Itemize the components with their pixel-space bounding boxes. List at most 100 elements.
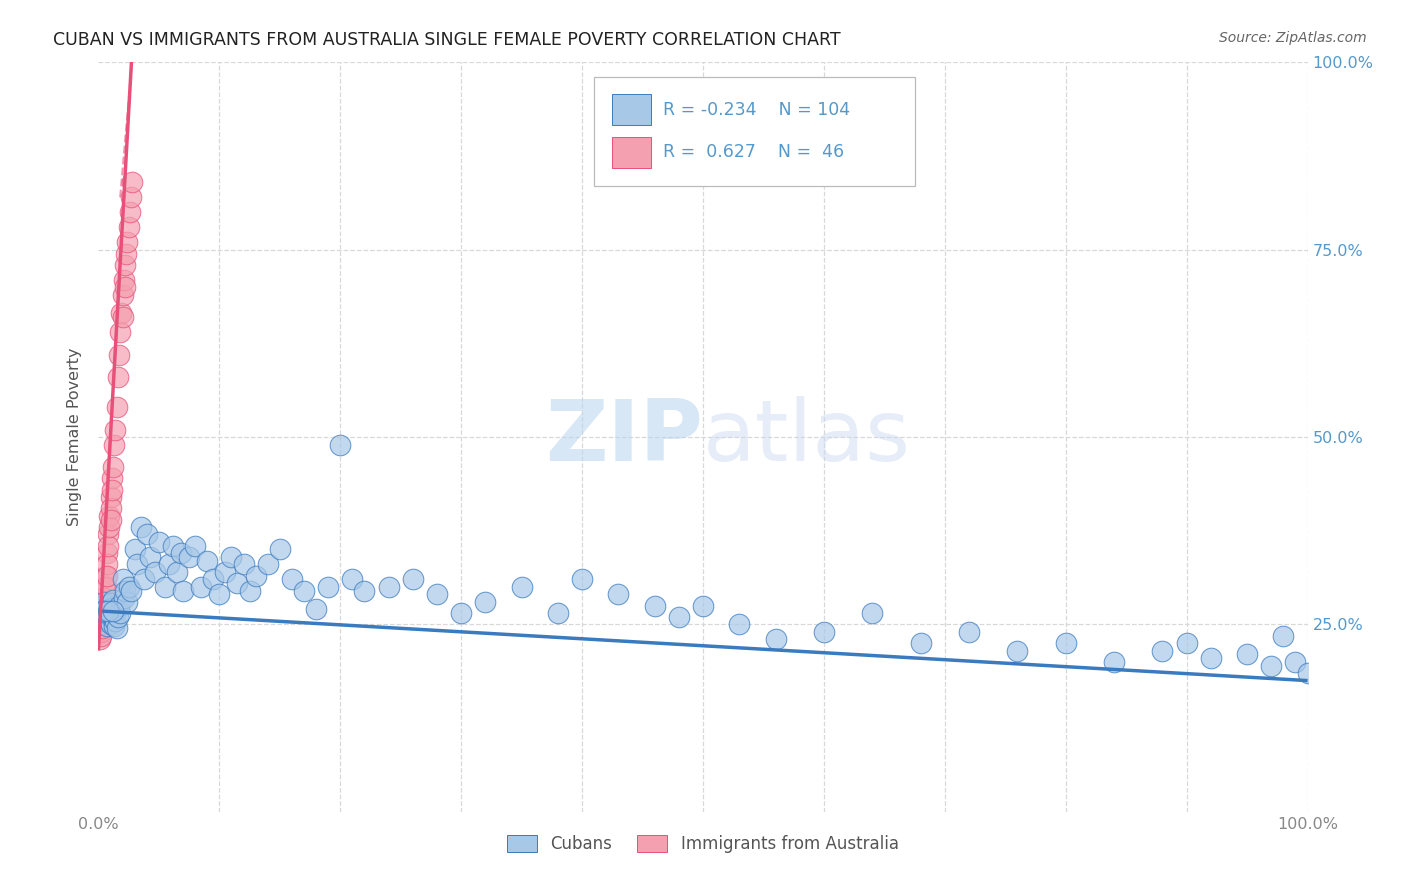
Point <box>100 606 122 620</box>
Point <box>426 587 449 601</box>
Point <box>143 565 166 579</box>
Point <box>118 220 141 235</box>
Point <box>510 580 533 594</box>
Point <box>93 614 115 628</box>
Point <box>1152 643 1174 657</box>
Point <box>153 580 176 594</box>
Point <box>103 437 125 451</box>
Point <box>93 595 115 609</box>
Point <box>108 599 131 613</box>
Point <box>91 606 114 620</box>
Point <box>214 565 236 579</box>
Point <box>377 580 399 594</box>
Point <box>90 602 112 616</box>
Point <box>97 527 120 541</box>
Point <box>1199 651 1222 665</box>
Point <box>910 636 932 650</box>
Point <box>162 539 184 553</box>
Point <box>316 580 339 594</box>
Text: Source: ZipAtlas.com: Source: ZipAtlas.com <box>1219 31 1367 45</box>
Point <box>98 614 121 628</box>
Point <box>110 306 132 320</box>
Point <box>166 565 188 579</box>
Point <box>104 423 127 437</box>
Point <box>97 539 120 553</box>
Text: ZIP: ZIP <box>546 395 703 479</box>
Point <box>118 580 141 594</box>
Point <box>172 583 194 598</box>
Point <box>98 602 121 616</box>
Point <box>93 591 115 606</box>
Point <box>765 632 787 647</box>
Point <box>90 614 112 628</box>
Point <box>112 591 135 606</box>
Point <box>100 483 122 497</box>
Point <box>97 599 120 613</box>
Point <box>100 596 122 610</box>
Point <box>813 624 835 639</box>
Point <box>100 611 122 625</box>
Point <box>139 549 162 564</box>
Point <box>169 546 191 560</box>
Point <box>1054 636 1077 650</box>
Point <box>101 460 124 475</box>
Point <box>91 604 114 618</box>
Point <box>1272 629 1295 643</box>
Point <box>96 610 118 624</box>
Point <box>245 568 267 582</box>
Point <box>547 606 569 620</box>
Point <box>127 558 149 572</box>
Point <box>97 608 120 623</box>
Point <box>342 573 364 587</box>
FancyBboxPatch shape <box>595 78 915 186</box>
Point <box>96 568 118 582</box>
Point <box>90 629 112 643</box>
Point <box>91 614 114 628</box>
Point <box>134 573 156 587</box>
Point <box>96 619 118 633</box>
Point <box>112 273 135 287</box>
Point <box>105 602 128 616</box>
Point <box>281 573 304 587</box>
Point <box>124 542 146 557</box>
Point <box>190 580 212 594</box>
Point <box>269 542 291 557</box>
Text: CUBAN VS IMMIGRANTS FROM AUSTRALIA SINGLE FEMALE POVERTY CORRELATION CHART: CUBAN VS IMMIGRANTS FROM AUSTRALIA SINGL… <box>53 31 841 49</box>
Point <box>100 512 122 526</box>
Point <box>120 583 142 598</box>
Point <box>157 558 180 572</box>
Point <box>148 535 170 549</box>
Point <box>100 601 122 615</box>
Point <box>114 258 136 272</box>
Point <box>202 573 225 587</box>
Point <box>93 604 115 618</box>
Point <box>100 501 122 516</box>
Text: atlas: atlas <box>703 395 911 479</box>
Point <box>860 606 883 620</box>
FancyBboxPatch shape <box>613 136 651 168</box>
Point <box>100 471 122 485</box>
Point <box>353 583 375 598</box>
Point <box>644 599 666 613</box>
Point <box>91 595 114 609</box>
Point <box>135 527 157 541</box>
Point <box>450 606 472 620</box>
Point <box>108 606 131 620</box>
Point <box>91 599 114 613</box>
Point <box>1260 658 1282 673</box>
Point <box>91 617 114 632</box>
Point <box>232 558 254 572</box>
Point <box>91 606 114 620</box>
Point <box>957 624 980 639</box>
Point <box>184 539 207 553</box>
Point <box>90 624 112 639</box>
Text: R =  0.627    N =  46: R = 0.627 N = 46 <box>664 144 844 161</box>
Point <box>108 325 131 339</box>
Point <box>114 583 136 598</box>
Point <box>114 280 136 294</box>
Point <box>115 246 138 260</box>
Legend: Cubans, Immigrants from Australia: Cubans, Immigrants from Australia <box>501 828 905 860</box>
Point <box>1102 655 1125 669</box>
Point <box>100 490 122 504</box>
Point <box>94 611 117 625</box>
